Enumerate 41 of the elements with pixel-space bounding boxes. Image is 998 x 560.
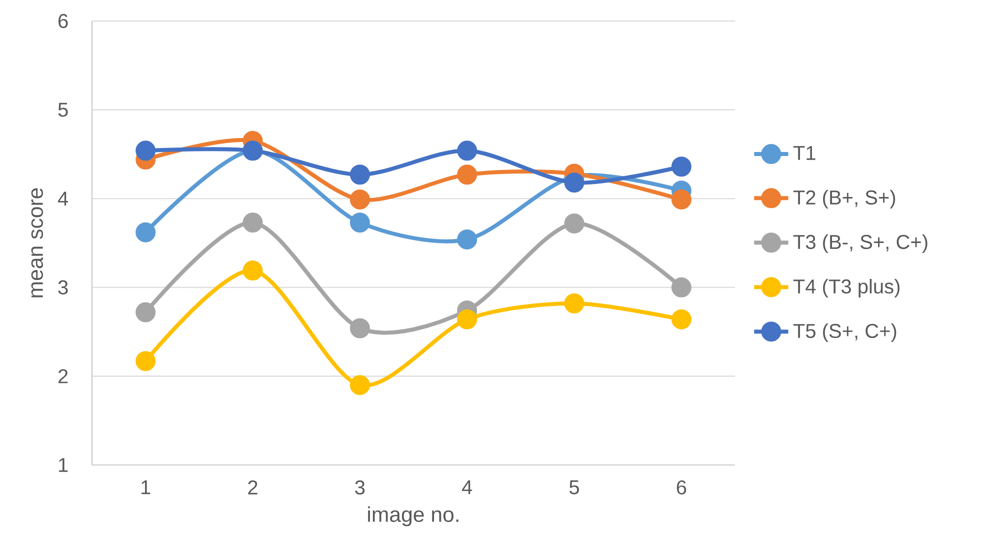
y-tick-label: 3 bbox=[58, 280, 68, 294]
point bbox=[136, 140, 156, 161]
point bbox=[242, 212, 263, 233]
point bbox=[136, 222, 156, 242]
point bbox=[671, 156, 692, 177]
y-tick-label: 4 bbox=[58, 192, 68, 206]
y-tick-label: 2 bbox=[58, 369, 68, 384]
x-tick-label: 1 bbox=[142, 480, 150, 494]
point bbox=[136, 302, 156, 322]
point bbox=[350, 212, 370, 233]
point bbox=[457, 309, 478, 330]
legend-label: T3 (B-, S+, C+) bbox=[793, 234, 928, 254]
point bbox=[350, 318, 370, 338]
point bbox=[564, 213, 584, 234]
point bbox=[671, 277, 692, 298]
legend-label: T1 bbox=[793, 146, 816, 160]
point bbox=[350, 189, 370, 210]
legend-label: T5 (S+, C+) bbox=[793, 323, 896, 342]
x-tick-label: 5 bbox=[569, 480, 579, 494]
legend-label: T4 (T3 plus) bbox=[793, 278, 900, 298]
point bbox=[671, 309, 692, 330]
point bbox=[671, 189, 692, 210]
point bbox=[242, 260, 263, 281]
point bbox=[457, 140, 478, 161]
x-tick-label: 6 bbox=[676, 480, 686, 495]
point bbox=[457, 229, 478, 250]
point bbox=[457, 164, 478, 185]
y-axis-title: mean score bbox=[31, 188, 44, 298]
x-axis-title: image no. bbox=[368, 506, 458, 526]
legend-label: T2 (B+, S+) bbox=[793, 190, 896, 209]
y-tick-label: 1 bbox=[59, 458, 68, 472]
y-tick-label: 5 bbox=[58, 102, 68, 117]
point bbox=[350, 375, 370, 396]
point bbox=[136, 351, 156, 372]
point bbox=[350, 164, 370, 185]
point bbox=[564, 293, 584, 314]
y-tick-label: 6 bbox=[58, 14, 68, 28]
x-tick-label: 2 bbox=[248, 480, 258, 494]
x-tick-label: 3 bbox=[355, 480, 365, 495]
x-tick-label: 4 bbox=[462, 480, 472, 494]
point bbox=[564, 172, 584, 193]
